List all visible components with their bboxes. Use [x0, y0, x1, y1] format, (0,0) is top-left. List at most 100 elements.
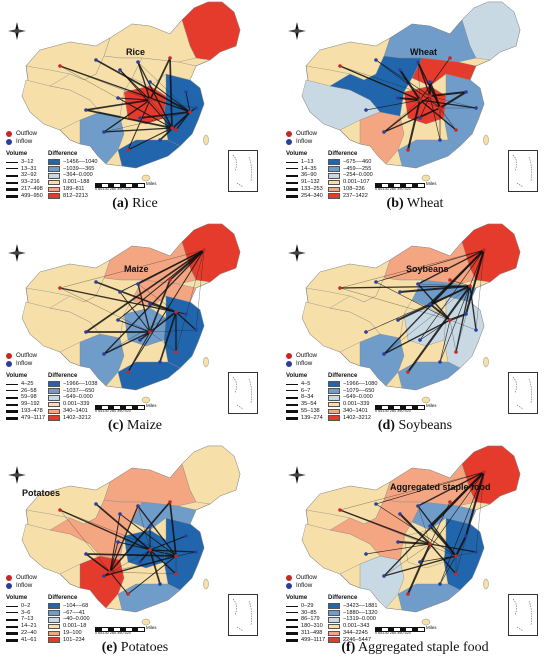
flow-line: [119, 69, 173, 129]
volume-line-swatch: [6, 632, 18, 635]
outflow-node: [126, 592, 130, 596]
volume-class-label: 14–35: [301, 165, 317, 172]
difference-swatch: [328, 166, 340, 172]
volume-class-label: 4–5: [301, 380, 311, 387]
flow-line: [117, 319, 151, 333]
flow-line: [137, 283, 177, 313]
inflow-node: [138, 116, 142, 120]
inflow-node: [396, 540, 400, 544]
region-northc: [131, 501, 197, 531]
inflow-node: [428, 80, 432, 84]
difference-swatch: [48, 415, 60, 421]
volume-class-label: 217–498: [21, 185, 43, 192]
difference-swatch: [328, 159, 340, 165]
flow-line: [383, 285, 471, 355]
volume-class-label: 0–29: [301, 602, 314, 609]
outflow-node: [428, 542, 432, 546]
volume-class-label: 311–498: [301, 629, 323, 636]
outflow-node: [126, 370, 130, 374]
flow-line: [103, 127, 173, 133]
difference-class-label: 0.001–339: [343, 401, 370, 408]
volume-class-label: 1–13: [301, 158, 314, 165]
difference-class-label: −1880–−1320: [343, 609, 378, 616]
outflow-label: Outflow: [16, 130, 37, 138]
flow-line: [149, 279, 171, 333]
volume-line-swatch: [286, 194, 298, 198]
map-panel-6: Aggregated staple food Outflow Inflow Volum…: [280, 444, 550, 660]
inflow-node: [118, 68, 122, 72]
flow-line: [455, 535, 467, 557]
china-map: [21, 1, 241, 182]
flow-line: [429, 95, 441, 141]
volume-legend-title: Volume: [286, 595, 308, 601]
north-arrow-icon: [288, 244, 306, 262]
inflow-dot-icon: [286, 361, 292, 367]
inflow-node: [398, 290, 402, 294]
difference-class-label: −1037–−650: [63, 387, 95, 394]
inflow-node: [118, 290, 122, 294]
difference-class-label: −1039–−365: [63, 165, 95, 172]
inflow-node: [138, 338, 142, 342]
island-hainan: [421, 618, 431, 626]
outflow-node: [148, 330, 152, 334]
flow-line: [439, 91, 467, 109]
outflow-node: [148, 98, 152, 102]
flow-line: [85, 109, 173, 129]
volume-class-label: 139–274: [301, 414, 323, 421]
inflow-node: [474, 550, 478, 554]
outflow-node: [482, 248, 486, 252]
outflow-node: [448, 318, 452, 322]
map-panel-1: Rice Outflow Inflow Volume 3–12 13–31 32–92 93–…: [0, 0, 270, 216]
flow-line: [375, 249, 485, 283]
difference-class-label: 1402–3212: [343, 414, 371, 421]
flow-line: [475, 249, 485, 331]
difference-swatch: [48, 193, 60, 199]
volume-class-label: 14–21: [21, 623, 37, 630]
flow-line: [417, 471, 485, 507]
scale-unit: Miles: [146, 625, 157, 630]
caption-text: Aggregated staple food: [355, 640, 489, 655]
volume-line-swatch: [6, 625, 18, 628]
inflow-node: [416, 282, 420, 286]
volume-legend: Volume 4–5 6–7 8–34 35–54 55–138 139–274: [286, 373, 323, 422]
region-east: [443, 517, 485, 591]
china-map: [21, 223, 241, 404]
flow-line: [119, 513, 177, 557]
difference-swatch: [48, 603, 60, 609]
inflow-node: [84, 330, 88, 334]
inflow-node: [396, 96, 400, 100]
flow-line: [475, 471, 485, 553]
difference-swatch: [48, 623, 60, 630]
island-hainan: [421, 396, 431, 404]
outflow-node: [438, 106, 442, 110]
caption-letter: (e): [101, 640, 118, 655]
difference-class-label: 189–811: [63, 185, 85, 192]
volume-class-label: 7–13: [21, 616, 34, 623]
flow-line: [109, 571, 177, 575]
outflow-node: [174, 554, 178, 558]
outflow-node: [454, 554, 458, 558]
inflow-node: [94, 502, 98, 506]
flow-line: [419, 319, 451, 341]
inflow-node: [94, 58, 98, 62]
difference-swatch: [48, 159, 60, 165]
caption-letter: (c): [107, 418, 124, 433]
inflow-node: [84, 552, 88, 556]
flow-line: [339, 287, 451, 321]
flow-line: [127, 127, 173, 151]
volume-line-swatch: [6, 161, 18, 163]
inflow-label: Inflow: [16, 582, 33, 590]
south-china-sea-inset: [508, 372, 538, 414]
inflow-node: [102, 130, 106, 134]
difference-swatch: [328, 603, 340, 609]
island-taiwan: [483, 578, 489, 590]
map-title: Potatoes: [22, 488, 61, 498]
volume-class-label: 93–216: [21, 179, 40, 186]
inflow-node: [194, 328, 198, 332]
difference-swatch: [48, 388, 60, 394]
china-map: [301, 223, 521, 404]
inflow-label: Inflow: [296, 360, 313, 368]
volume-line-swatch: [6, 403, 18, 406]
flow-line: [195, 249, 205, 331]
caption-letter: (d): [377, 418, 395, 433]
